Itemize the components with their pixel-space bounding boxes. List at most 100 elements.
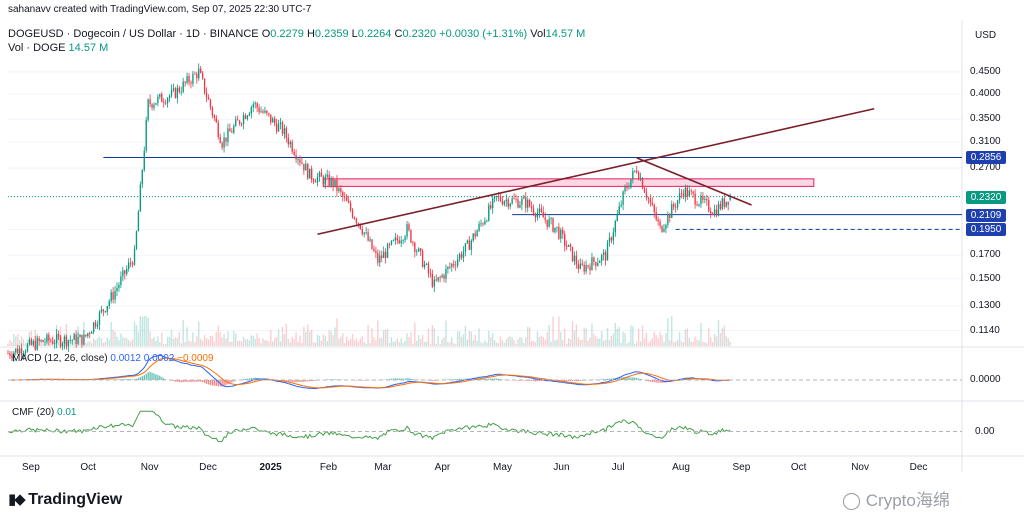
volume-bar (449, 342, 451, 346)
candle-body (381, 255, 383, 259)
macd-histogram-bar (155, 374, 157, 380)
volume-legend[interactable]: Vol · DOGE 14.57 M (8, 42, 108, 54)
volume-bar (141, 317, 143, 346)
volume-bar (581, 339, 583, 346)
candle-body (79, 334, 81, 338)
candle-body (328, 174, 330, 186)
volume-bar (495, 342, 498, 346)
volume-bar (414, 322, 416, 346)
volume-bar (57, 335, 60, 346)
macd-histogram-bar (501, 379, 504, 380)
candle-body (320, 172, 323, 177)
macd-histogram-bar (139, 377, 142, 380)
volume-bar (238, 340, 241, 346)
symbol-legend[interactable]: DOGEUSD · Dogecoin / US Dollar · 1D · BI… (8, 28, 585, 40)
volume-bar (7, 343, 9, 346)
volume-bar (616, 328, 618, 346)
volume-bar (299, 335, 301, 346)
macd-histogram-bar (618, 377, 620, 380)
tradingview-logo[interactable]: ▮◆ TradingView (8, 490, 122, 509)
volume-bar (597, 338, 599, 346)
macd-histogram-bar (149, 372, 151, 380)
macd-histogram-bar (394, 378, 397, 380)
volume-bar (542, 336, 544, 346)
macd-histogram-bar (612, 378, 615, 380)
candle-body (110, 292, 112, 302)
candle-body (410, 229, 412, 243)
macd-legend[interactable]: MACD (12, 26, close) 0.0012 0.0002 −0.00… (12, 353, 214, 364)
candle-body (262, 111, 264, 113)
candle-body (299, 159, 301, 163)
macd-histogram-bar (295, 380, 297, 383)
volume-bar (332, 334, 334, 346)
candle-body (363, 232, 365, 235)
macd-histogram-bar (151, 372, 153, 380)
candle-body (75, 334, 77, 344)
last-price-tag: 0.2320 (966, 190, 1006, 204)
candle-body (13, 352, 15, 358)
volume-bar (626, 343, 628, 346)
volume-bar (696, 339, 698, 346)
macd-histogram-bar (455, 379, 457, 380)
macd-histogram-bar (575, 380, 578, 382)
macd-histogram-bar (137, 378, 140, 380)
volume-bar (532, 340, 535, 346)
candle-body (332, 178, 334, 186)
volume-bar (268, 341, 270, 346)
volume-bar (573, 330, 576, 346)
candle-body (637, 172, 640, 180)
macd-histogram-bar (657, 380, 659, 383)
candle-body (554, 227, 556, 232)
candle-body (264, 110, 266, 113)
candle-body (491, 198, 494, 209)
macd-histogram-bar (410, 378, 412, 380)
volume-bar (151, 338, 153, 346)
volume-bar (112, 329, 114, 346)
volume-bar (460, 336, 463, 346)
volume-bar (431, 324, 434, 346)
candle-body (30, 339, 33, 345)
volume-bar (713, 334, 716, 346)
candle-body (678, 193, 681, 201)
macd-histogram-bar (211, 380, 214, 386)
volume-bar (110, 321, 112, 346)
macd-histogram-bar (630, 377, 632, 380)
volume-bar (673, 341, 675, 346)
candle-body (717, 203, 720, 216)
currency-label[interactable]: USD (975, 30, 997, 41)
volume-bar (583, 327, 585, 346)
candle-body (59, 336, 62, 347)
candle-body (281, 122, 284, 134)
candle-body (501, 200, 504, 205)
candle-body (92, 322, 95, 332)
macd-histogram-bar (462, 378, 465, 380)
volume-bar (503, 342, 506, 346)
candle-body (359, 223, 361, 229)
macd-value: 0.0012 (110, 353, 141, 364)
volume-bar (184, 342, 186, 346)
candle-body (567, 244, 570, 247)
volume-bar (275, 337, 278, 346)
candle-body (484, 220, 486, 225)
candle-body (297, 159, 299, 161)
candle-body (157, 96, 159, 103)
volume-bar (94, 340, 97, 346)
macd-histogram-bar (221, 380, 223, 387)
candle-body (176, 87, 179, 98)
candle-body (287, 137, 289, 145)
volume-bar (458, 331, 461, 346)
volume-bar (562, 340, 564, 346)
candle-body (346, 197, 348, 202)
macd-histogram-bar (131, 379, 134, 380)
volume-bar (523, 343, 525, 346)
candle-body (659, 221, 661, 226)
volume-bar (390, 337, 393, 346)
macd-histogram-bar (402, 378, 404, 380)
cmf-legend[interactable]: CMF (20) 0.01 (12, 407, 76, 418)
candle-body (398, 240, 400, 244)
macd-histogram-bar (182, 380, 184, 383)
volume-bar (277, 329, 280, 346)
x-tick-label: Sep (732, 462, 751, 473)
volume-bar (168, 336, 171, 346)
